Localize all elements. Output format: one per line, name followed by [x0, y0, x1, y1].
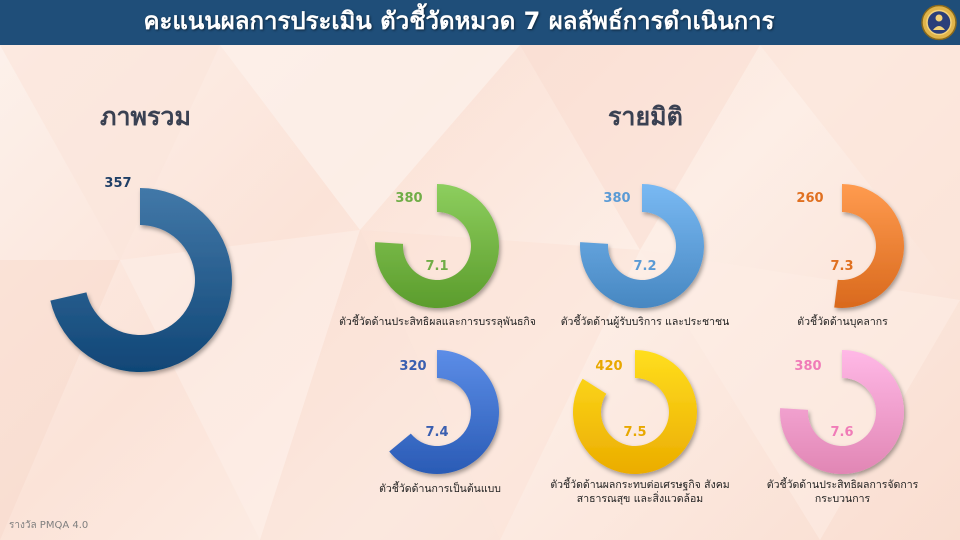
score-label-efficiency: 7.1: [425, 259, 448, 274]
donut-slice-model: [389, 350, 499, 474]
emblem-icon: [921, 4, 957, 41]
category-label-service: ตัวชี้วัดด้านผู้รับบริการ และประชาชน: [560, 316, 730, 328]
footer-note: รางวัล PMQA 4.0: [9, 520, 89, 531]
dimension-section-title: รายมิติ: [608, 102, 683, 131]
value-label-efficiency: 380: [395, 191, 422, 206]
category-label-impact: ตัวชี้วัดด้านผลกระทบต่อเศรษฐกิจ สังคม สา…: [550, 479, 730, 505]
score-label-service: 7.2: [633, 259, 656, 274]
category-label-efficiency: ตัวชี้วัดด้านประสิทธิผลและการบรรลุพันธกิ…: [339, 316, 536, 328]
score-label-impact: 7.5: [623, 425, 646, 440]
donut-slice-personnel: [834, 184, 904, 308]
donut-slice-efficiency: [375, 184, 500, 309]
value-label-service: 380: [603, 191, 630, 206]
value-label-model: 320: [399, 359, 426, 374]
score-label-model: 7.4: [425, 425, 448, 440]
logo: [918, 0, 960, 45]
category-label-model: ตัวชี้วัดด้านการเป็นต้นแบบ: [379, 483, 501, 495]
header-bar: คะแนนผลการประเมิน ตัวชี้วัดหมวด 7 ผลลัพธ…: [0, 0, 918, 45]
donut-slice-service: [579, 184, 704, 309]
category-label-process: ตัวชี้วัดด้านประสิทธิผลการจัดการกระบวนกา…: [766, 479, 919, 505]
value-label-personnel: 260: [796, 191, 823, 206]
value-label-process: 380: [794, 359, 821, 374]
score-label-personnel: 7.3: [830, 259, 853, 274]
page-title: คะแนนผลการประเมิน ตัวชี้วัดหมวด 7 ผลลัพธ…: [143, 7, 775, 35]
category-label-personnel: ตัวชี้วัดด้านบุคลากร: [797, 316, 888, 328]
donut-slice-overall: [50, 188, 232, 372]
overall-section-title: ภาพรวม: [100, 102, 191, 131]
donut-slice-process: [779, 350, 904, 474]
donut-slice-impact: [573, 350, 697, 475]
value-label-overall: 357: [104, 176, 131, 191]
score-label-process: 7.6: [830, 425, 853, 440]
value-label-impact: 420: [595, 359, 622, 374]
